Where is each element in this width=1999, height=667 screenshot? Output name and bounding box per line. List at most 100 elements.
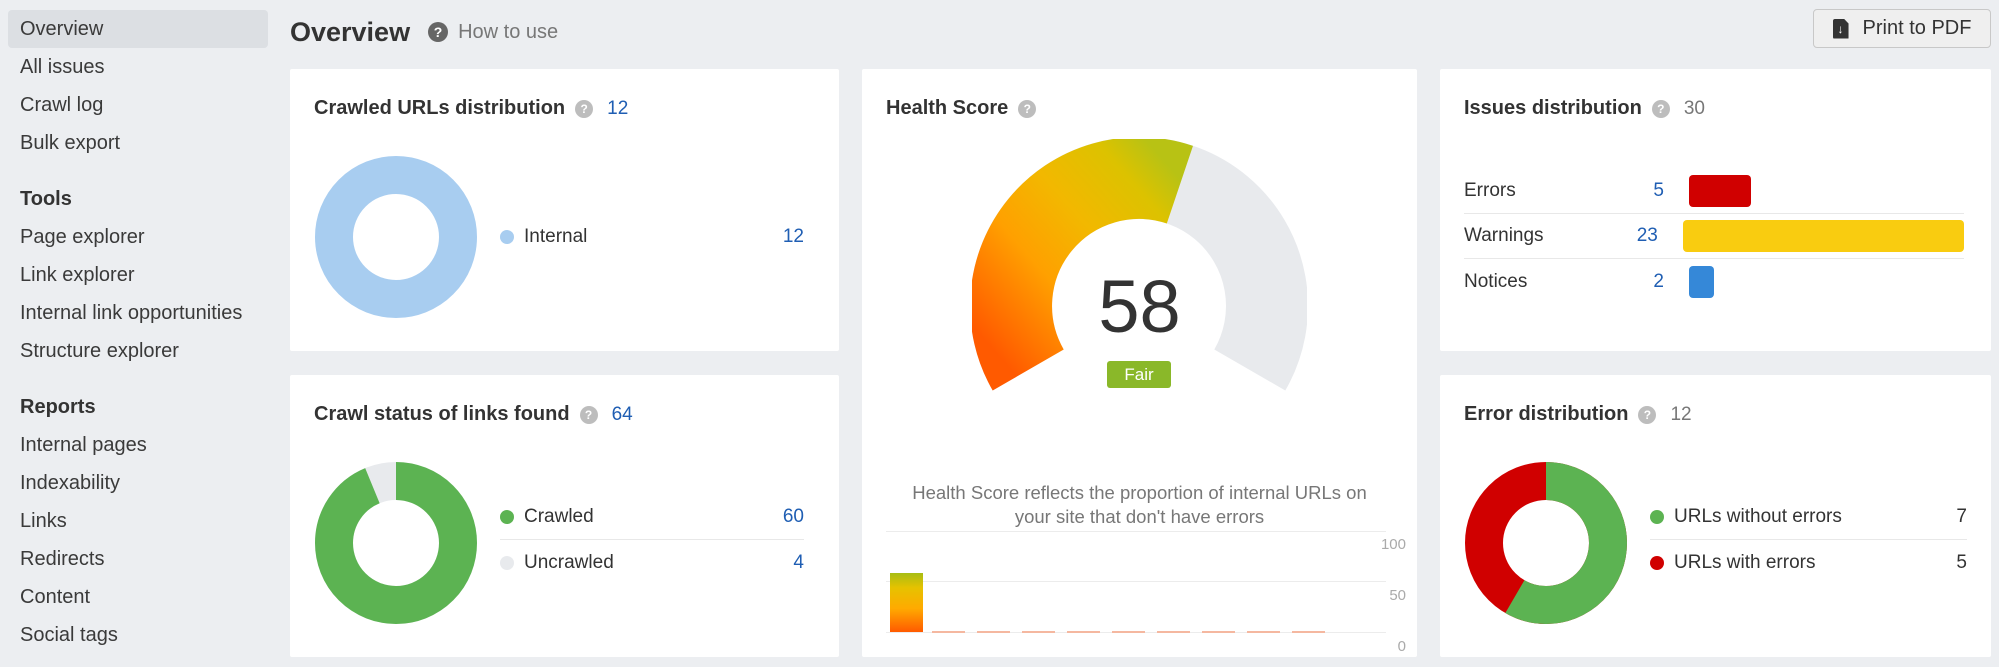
help-icon[interactable]: ? — [1651, 99, 1670, 118]
crawl-status-legend: Crawled 60 Uncrawled 4 — [500, 495, 804, 585]
sidebar-heading-reports: Reports — [20, 396, 96, 418]
health-score-gauge — [972, 139, 1307, 391]
gridline-100 — [886, 531, 1386, 532]
legend-label: Uncrawled — [524, 551, 614, 573]
page-header: Overview ? How to use — [290, 12, 558, 52]
legend-value[interactable]: 12 — [782, 225, 804, 247]
card-title: Error distribution — [1464, 403, 1629, 425]
issue-bar-errors — [1689, 175, 1751, 207]
legend-row-urls-without-errors[interactable]: URLs without errors 7 — [1650, 495, 1967, 540]
error-distribution-legend: URLs without errors 7 URLs with errors 5 — [1650, 495, 1967, 585]
print-to-pdf-label: Print to PDF — [1862, 17, 1972, 39]
legend-value: 7 — [1956, 506, 1967, 527]
crawled-urls-card: Crawled URLs distribution ? 12 Internal … — [290, 69, 839, 351]
sidebar-item-overview[interactable]: Overview — [8, 10, 268, 48]
help-icon[interactable]: ? — [1638, 405, 1657, 424]
health-score-value: 58 — [1098, 265, 1181, 348]
sidebar-item-crawl-log[interactable]: Crawl log — [20, 94, 104, 116]
sidebar-item-internal-pages[interactable]: Internal pages — [20, 434, 147, 456]
sidebar: Overview All issues Crawl log Bulk expor… — [8, 10, 268, 654]
card-title: Crawl status of links found — [314, 403, 570, 425]
crawled-urls-legend: Internal 12 — [500, 214, 804, 259]
sidebar-item-social-tags[interactable]: Social tags — [20, 624, 118, 646]
card-title: Crawled URLs distribution — [314, 97, 566, 119]
issue-value[interactable]: 23 — [1636, 225, 1658, 246]
sidebar-item-bulk-export[interactable]: Bulk export — [20, 132, 121, 154]
legend-row-uncrawled[interactable]: Uncrawled 4 — [500, 540, 804, 585]
issue-bar-notices — [1689, 265, 1714, 298]
axis-label-50: 50 — [1389, 587, 1406, 604]
legend-value: 5 — [1956, 551, 1967, 573]
how-to-use-label: How to use — [458, 20, 559, 43]
print-to-pdf-button[interactable]: ↓ Print to PDF — [1813, 9, 1991, 48]
sidebar-item-structure-explorer[interactable]: Structure explorer — [20, 340, 179, 362]
issue-label: Warnings — [1464, 225, 1544, 246]
history-bar[interactable] — [890, 573, 923, 632]
legend-label: Crawled — [524, 506, 594, 527]
issue-value[interactable]: 5 — [1653, 180, 1664, 201]
legend-dot — [500, 555, 514, 570]
sidebar-heading-tools: Tools — [20, 188, 72, 210]
crawled-urls-donut — [315, 156, 477, 318]
legend-dot — [1650, 555, 1664, 570]
card-title: Health Score — [886, 97, 1009, 119]
help-icon: ? — [428, 22, 449, 42]
description-line: your site that don't have errors — [1014, 506, 1265, 527]
how-to-use-link[interactable]: ? How to use — [428, 21, 558, 44]
axis-label-100: 100 — [1380, 536, 1406, 553]
legend-label: URLs with errors — [1674, 551, 1816, 573]
issue-label: Errors — [1464, 180, 1516, 201]
health-score-description: Health Score reflects the proportion of … — [862, 481, 1417, 529]
sidebar-item-content[interactable]: Content — [20, 586, 91, 608]
error-distribution-title-row: Error distribution ? 12 — [1464, 403, 1692, 426]
sidebar-item-redirects[interactable]: Redirects — [20, 548, 105, 570]
sidebar-item-all-issues[interactable]: All issues — [20, 56, 105, 78]
legend-row-internal[interactable]: Internal 12 — [500, 214, 804, 259]
issue-row-notices[interactable]: Notices 2 — [1464, 259, 1964, 304]
description-line: Health Score reflects the proportion of … — [912, 482, 1367, 503]
issue-label: Notices — [1464, 270, 1528, 292]
health-rating-badge: Fair — [1107, 361, 1171, 388]
legend-dot — [500, 229, 514, 244]
axis-label-0: 0 — [1397, 638, 1406, 655]
sidebar-item-page-explorer[interactable]: Page explorer — [20, 226, 145, 248]
download-file-icon: ↓ — [1832, 18, 1849, 39]
crawled-urls-count[interactable]: 12 — [607, 97, 629, 119]
help-icon[interactable]: ? — [575, 99, 594, 118]
sidebar-item-link-explorer[interactable]: Link explorer — [20, 264, 135, 286]
crawl-status-count[interactable]: 64 — [611, 403, 633, 425]
sidebar-item-internal-link-opportunities[interactable]: Internal link opportunities — [20, 302, 243, 324]
sidebar-item-indexability[interactable]: Indexability — [20, 472, 121, 494]
legend-label: Internal — [524, 225, 588, 247]
legend-row-urls-with-errors[interactable]: URLs with errors 5 — [1650, 540, 1967, 585]
issues-title-row: Issues distribution ? 30 — [1464, 97, 1705, 120]
crawl-status-card: Crawl status of links found ? 64 Crawled… — [290, 375, 839, 657]
sidebar-item-links[interactable]: Links — [20, 510, 67, 532]
help-icon[interactable]: ? — [1018, 99, 1037, 118]
issue-row-warnings[interactable]: Warnings 23 — [1464, 214, 1964, 259]
legend-row-crawled[interactable]: Crawled 60 — [500, 495, 804, 540]
crawl-status-title-row: Crawl status of links found ? 64 — [314, 403, 633, 426]
issues-distribution-card: Issues distribution ? 30 Errors 5 Warnin… — [1440, 69, 1991, 351]
legend-value[interactable]: 4 — [793, 551, 804, 573]
error-distribution-card: Error distribution ? 12 URLs without err… — [1440, 375, 1991, 657]
card-title: Issues distribution — [1464, 97, 1642, 119]
issues-count: 30 — [1683, 97, 1705, 119]
crawled-urls-title-row: Crawled URLs distribution ? 12 — [314, 97, 628, 120]
error-distribution-count: 12 — [1670, 403, 1692, 425]
issue-value[interactable]: 2 — [1653, 270, 1664, 292]
crawl-status-donut — [315, 462, 477, 624]
legend-label: URLs without errors — [1674, 506, 1842, 527]
issue-row-errors[interactable]: Errors 5 — [1464, 169, 1964, 214]
page-title: Overview — [290, 16, 411, 47]
health-history-chart: 100 50 0 — [886, 499, 1406, 655]
health-score-card: Health Score ? 58 Fair Health Score refl… — [862, 69, 1417, 657]
gridline-50 — [886, 581, 1386, 582]
help-icon[interactable]: ? — [579, 405, 598, 424]
history-baseline-bars — [932, 631, 1332, 633]
health-score-title-row: Health Score ? — [886, 97, 1037, 120]
issue-bar-warnings — [1682, 220, 1964, 252]
issues-list: Errors 5 Warnings 23 Notices 2 — [1464, 169, 1964, 304]
legend-value[interactable]: 60 — [782, 506, 804, 527]
legend-dot — [1650, 510, 1664, 524]
